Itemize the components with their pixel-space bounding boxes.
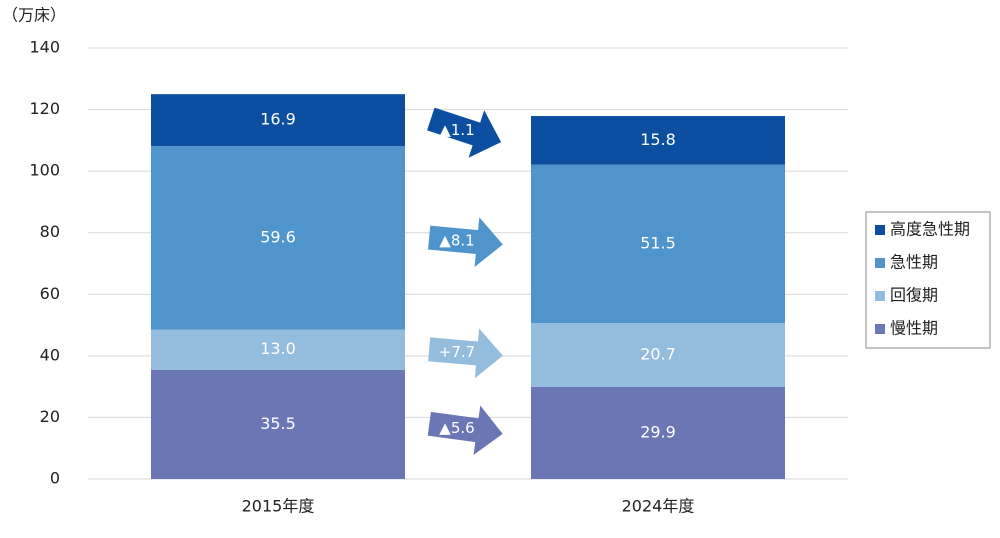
change-arrow (428, 328, 503, 379)
change-arrow (428, 217, 503, 267)
change-label: ▲1.1 (439, 121, 474, 139)
unit-label: （万床） (2, 6, 66, 25)
bar-segment (151, 146, 405, 330)
x-tick-label: 2015年度 (242, 497, 315, 516)
legend-label: 回復期 (890, 286, 938, 305)
change-label: ▲5.6 (439, 419, 474, 437)
legend-label: 急性期 (890, 253, 938, 272)
value-label: 51.5 (640, 233, 676, 252)
y-tick-label: 120 (29, 99, 60, 118)
y-tick-label: 40 (40, 345, 60, 364)
value-label: 16.9 (260, 110, 296, 129)
bar-segment (531, 386, 785, 479)
y-tick-label: 140 (29, 38, 60, 57)
legend-label: 慢性期 (890, 319, 938, 338)
y-tick-label: 100 (29, 161, 60, 180)
y-tick-label: 0 (50, 469, 60, 488)
legend-swatch (875, 324, 885, 334)
value-label: 13.0 (260, 339, 296, 358)
arrow-shape (428, 328, 503, 379)
y-tick-label: 20 (40, 407, 60, 426)
value-label: 15.8 (640, 130, 676, 149)
change-label: ▲8.1 (439, 231, 474, 249)
value-label: 20.7 (640, 345, 676, 364)
arrow-shape (427, 405, 503, 456)
bar-segment (531, 323, 785, 387)
change-arrow (427, 405, 503, 456)
x-tick-label: 2024年度 (622, 497, 695, 516)
legend-label: 高度急性期 (890, 220, 970, 239)
legend-swatch (875, 225, 885, 235)
legend-swatch (875, 291, 885, 301)
bar-segment (151, 369, 405, 479)
arrow-shape (428, 217, 503, 267)
bar-segment (531, 164, 785, 324)
bar-segment (151, 329, 405, 370)
value-label: 35.5 (260, 414, 296, 433)
change-label: +7.7 (439, 343, 475, 361)
bar-segment (531, 116, 785, 165)
y-tick-label: 80 (40, 222, 60, 241)
bar-segment (151, 94, 405, 147)
change-arrow (427, 107, 502, 158)
arrow-shape (427, 107, 502, 158)
value-label: 29.9 (640, 422, 676, 441)
y-tick-label: 60 (40, 284, 60, 303)
value-label: 59.6 (260, 227, 296, 246)
legend-swatch (875, 258, 885, 268)
legend-box (865, 211, 991, 349)
